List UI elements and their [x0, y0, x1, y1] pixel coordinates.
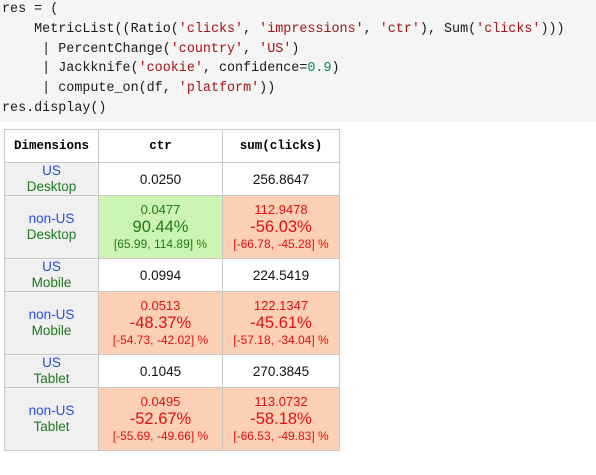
- dimension-cell: non-US Mobile: [4, 291, 99, 355]
- dimension-platform: Tablet: [33, 419, 70, 434]
- metric-confidence-interval: [-66.78, -45.28] %: [233, 237, 329, 251]
- code-text: ), Sum(: [419, 21, 477, 37]
- code-string: 'platform': [178, 81, 260, 97]
- header-row: Dimensions ctr sum(clicks): [4, 129, 340, 163]
- metric-cell-changed: 112.9478 -56.03% [-66.78, -45.28] %: [222, 195, 340, 259]
- code-string: 'country': [170, 41, 244, 57]
- code-text: MetricList((Ratio(: [2, 21, 179, 37]
- metric-percent-change: -56.03%: [250, 218, 312, 236]
- metric-cell-changed: 122.1347 -45.61% [-57.18, -34.04] %: [222, 291, 340, 355]
- metric-cell: 0.0250: [98, 162, 223, 196]
- code-line: | compute_on(df, 'platform')): [2, 81, 275, 96]
- table-row: US Desktop 0.0250 256.8647: [4, 162, 340, 196]
- dimension-platform: Mobile: [31, 275, 72, 290]
- code-string: 'clicks': [476, 21, 541, 37]
- code-text: ,: [363, 21, 380, 37]
- metric-confidence-interval: [-66.53, -49.83] %: [233, 429, 329, 443]
- metric-cell: 224.5419: [222, 258, 340, 292]
- metric-percent-change: -45.61%: [250, 314, 312, 332]
- metric-cell: 0.1045: [98, 354, 223, 388]
- dimension-cell: non-US Desktop: [4, 195, 99, 259]
- dimension-platform: Desktop: [26, 179, 77, 194]
- metric-confidence-interval: [-57.18, -34.04] %: [233, 333, 329, 347]
- metric-percent-change: -58.18%: [250, 410, 312, 428]
- header-ctr: ctr: [98, 129, 223, 163]
- metric-cell-changed: 0.0495 -52.67% [-55.69, -49.66] %: [98, 387, 223, 451]
- code-text: )): [259, 81, 276, 97]
- table-row: non-US Tablet 0.0495 -52.67% [-55.69, -49.66…: [4, 387, 340, 451]
- dimension-country: non-US: [28, 403, 75, 418]
- metric-base-value: 0.0477: [140, 202, 181, 217]
- dimension-platform: Mobile: [31, 323, 72, 338]
- dimension-country: non-US: [28, 307, 75, 322]
- metric-cell-changed: 0.0513 -48.37% [-54.73, -42.02] %: [98, 291, 223, 355]
- metric-cell: 0.0994: [98, 258, 223, 292]
- metric-base-value: 113.0732: [254, 394, 308, 409]
- code-text: | PercentChange(: [2, 41, 171, 57]
- metric-percent-change: 90.44%: [132, 218, 189, 236]
- dimension-country: US: [42, 259, 61, 274]
- code-text: res = (: [2, 2, 59, 17]
- dimension-country: non-US: [28, 211, 75, 226]
- code-string: 'clicks': [178, 21, 244, 37]
- metric-base-value: 0.0495: [140, 394, 181, 409]
- dimension-platform: Desktop: [26, 227, 77, 242]
- metric-base-value: 112.9478: [254, 202, 308, 217]
- code-string: 'ctr': [379, 21, 420, 37]
- dimension-cell: non-US Tablet: [4, 387, 99, 451]
- metric-base-value: 122.1347: [253, 298, 309, 313]
- code-text: ))): [540, 21, 565, 37]
- code-text: res.display(): [2, 100, 107, 116]
- dimension-cell: US Mobile: [4, 258, 99, 292]
- code-line: res.display(): [2, 101, 106, 116]
- table-row: non-US Desktop 0.0477 90.44% [65.99, 114.89]…: [4, 195, 340, 259]
- code-number: 0.9: [307, 61, 332, 77]
- metric-cell-changed: 0.0477 90.44% [65.99, 114.89] %: [98, 195, 223, 259]
- code-line: MetricList((Ratio('clicks', 'impressions…: [2, 21, 565, 37]
- metric-percent-change: -52.67%: [129, 410, 192, 428]
- dimension-cell: US Tablet: [4, 354, 99, 388]
- dimension-cell: US Desktop: [4, 162, 99, 196]
- metric-cell: 270.3845: [222, 354, 340, 388]
- code-string: 'US': [259, 41, 292, 57]
- code-text: | Jackknife(: [2, 61, 139, 77]
- metric-percent-change: -48.37%: [129, 314, 192, 332]
- metric-confidence-interval: [-55.69, -49.66] %: [112, 429, 209, 443]
- metric-cell-changed: 113.0732 -58.18% [-66.53, -49.83] %: [222, 387, 340, 451]
- header-dimensions: Dimensions: [4, 129, 99, 163]
- code-string: 'impressions': [259, 21, 364, 37]
- dimension-country: US: [42, 163, 61, 178]
- code-text: ,: [243, 21, 260, 37]
- header-sum-clicks: sum(clicks): [222, 129, 340, 163]
- code-text: ): [331, 61, 340, 77]
- code-text: ,: [243, 41, 260, 57]
- code-text: ): [291, 41, 300, 57]
- code-line: | Jackknife('cookie', confidence=0.9): [2, 61, 340, 77]
- dimension-country: US: [42, 355, 61, 370]
- dimension-platform: Tablet: [33, 371, 70, 386]
- table-row: US Tablet 0.1045 270.3845: [4, 354, 340, 388]
- code-text: , confidence=: [202, 61, 308, 77]
- code-line: res = (: [2, 2, 58, 17]
- table-row: non-US Mobile 0.0513 -48.37% [-54.73, -42.02…: [4, 291, 340, 355]
- metric-cell: 256.8647: [222, 162, 340, 196]
- metric-confidence-interval: [65.99, 114.89] %: [113, 237, 208, 251]
- code-text: | compute_on(df,: [2, 81, 179, 97]
- metric-confidence-interval: [-54.73, -42.02] %: [112, 333, 209, 347]
- code-line: | PercentChange('country', 'US'): [2, 42, 299, 57]
- results-table: Dimensions ctr sum(clicks) US Desktop 0.02…: [4, 129, 340, 451]
- code-string: 'cookie': [138, 61, 203, 77]
- metric-base-value: 0.0513: [140, 298, 181, 313]
- code-block[interactable]: res = ( MetricList((Ratio('clicks', 'imp…: [0, 0, 596, 119]
- table-row: US Mobile 0.0994 224.5419: [4, 258, 340, 292]
- code-cell[interactable]: res = ( MetricList((Ratio('clicks', 'imp…: [0, 0, 596, 122]
